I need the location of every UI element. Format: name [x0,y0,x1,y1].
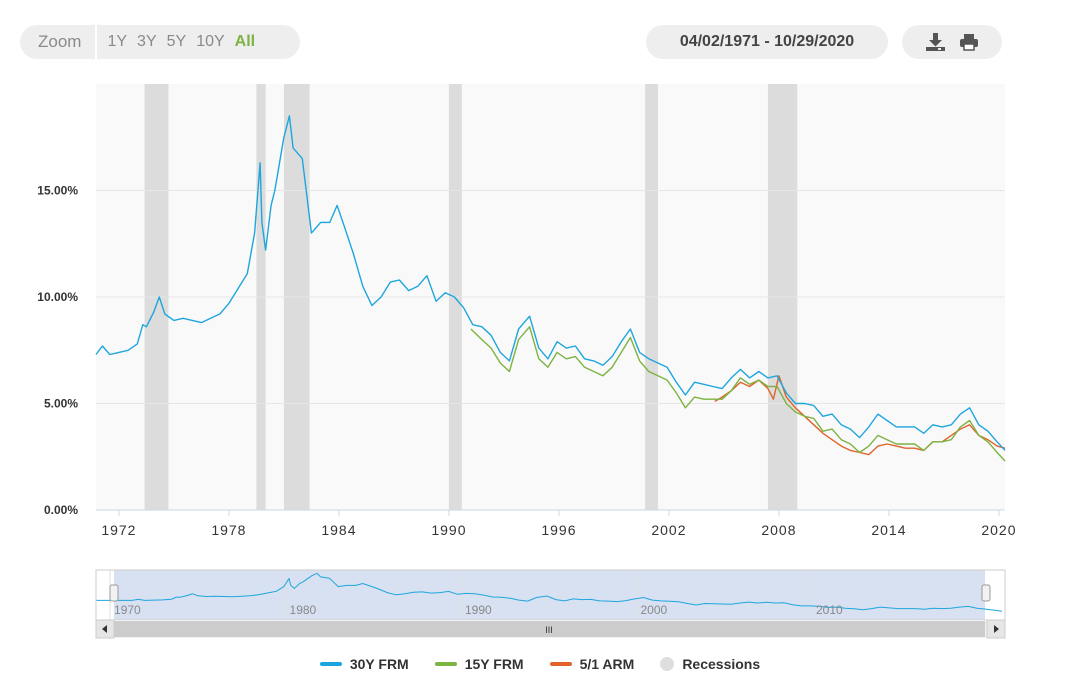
legend-label-arm: 5/1 ARM [579,656,635,672]
navigator-mask[interactable] [114,570,985,620]
x-tick-label: 1990 [431,522,466,538]
scrollbar-grip: III [545,625,553,635]
zoom-label: Zoom [20,25,98,59]
legend-swatch-30y [319,662,342,666]
y-tick-label: 0.00% [44,503,78,517]
print-icon[interactable] [959,33,979,51]
navigator-series-line [96,572,1003,612]
x-tick-label: 2020 [981,522,1016,538]
legend-item-arm[interactable]: 5/1 ARM [549,656,635,672]
zoom-3y-button[interactable]: 3Y [137,33,157,50]
scrollbar-thumb[interactable] [114,621,985,637]
navigator-handle-right[interactable] [981,584,991,602]
x-tick-label: 1978 [211,522,246,538]
series-30y-frm-line[interactable] [95,115,1006,451]
navigator-handle-left[interactable] [109,584,119,602]
navigator-tick-label: 1990 [465,603,492,617]
legend-swatch-15y [434,662,457,666]
legend-item-15y[interactable]: 15Y FRM [434,656,524,672]
legend-swatch-arm [549,662,572,666]
zoom-1y-button[interactable]: 1Y [107,33,128,50]
navigator-tick-label: 1980 [290,603,317,617]
legend-swatch-recessions [660,657,675,671]
x-tick-label: 1996 [541,522,576,538]
export-tools [902,25,1002,59]
download-icon[interactable] [925,32,947,52]
x-tick-label: 1972 [101,522,136,538]
main-chart[interactable]: 0.00% 5.00% 10.00% 15.00% 1972 1978 1984 1990 1… [0,70,1080,550]
legend-label-30y: 30Y FRM [349,656,409,672]
date-range-display[interactable]: 04/02/1971 - 10/29/2020 [646,25,888,59]
arrow-right-icon [994,625,999,633]
y-tick-label: 10.00% [37,290,78,304]
navigator-tick-label: 2010 [816,603,843,617]
legend-label-15y: 15Y FRM [464,656,524,672]
series-15y-frm-line[interactable] [470,326,1006,462]
zoom-all-button[interactable]: All [234,33,256,50]
x-tick-label: 2002 [651,522,686,538]
arrow-left-icon [102,625,107,633]
zoom-5y-button[interactable]: 5Y [166,33,187,50]
legend: 30Y FRM 15Y FRM 5/1 ARM Recessions [0,656,1080,672]
navigator[interactable]: 1970 1980 1990 2000 2010 III [0,560,1080,642]
navigator-tick-label: 1970 [114,603,141,617]
zoom-10y-button[interactable]: 10Y [196,33,225,50]
x-tick-label: 2014 [871,522,906,538]
x-tick-label: 2008 [761,522,796,538]
legend-label-recessions: Recessions [682,656,761,672]
y-tick-label: 5.00% [44,397,78,411]
legend-item-recessions[interactable]: Recessions [660,656,760,672]
y-tick-label: 15.00% [37,184,78,198]
zoom-bar: Zoom 1Y 3Y 5Y 10Y All [20,25,300,59]
navigator-tick-label: 2000 [640,603,667,617]
x-tick-label: 1984 [321,522,356,538]
legend-item-30y[interactable]: 30Y FRM [319,656,409,672]
